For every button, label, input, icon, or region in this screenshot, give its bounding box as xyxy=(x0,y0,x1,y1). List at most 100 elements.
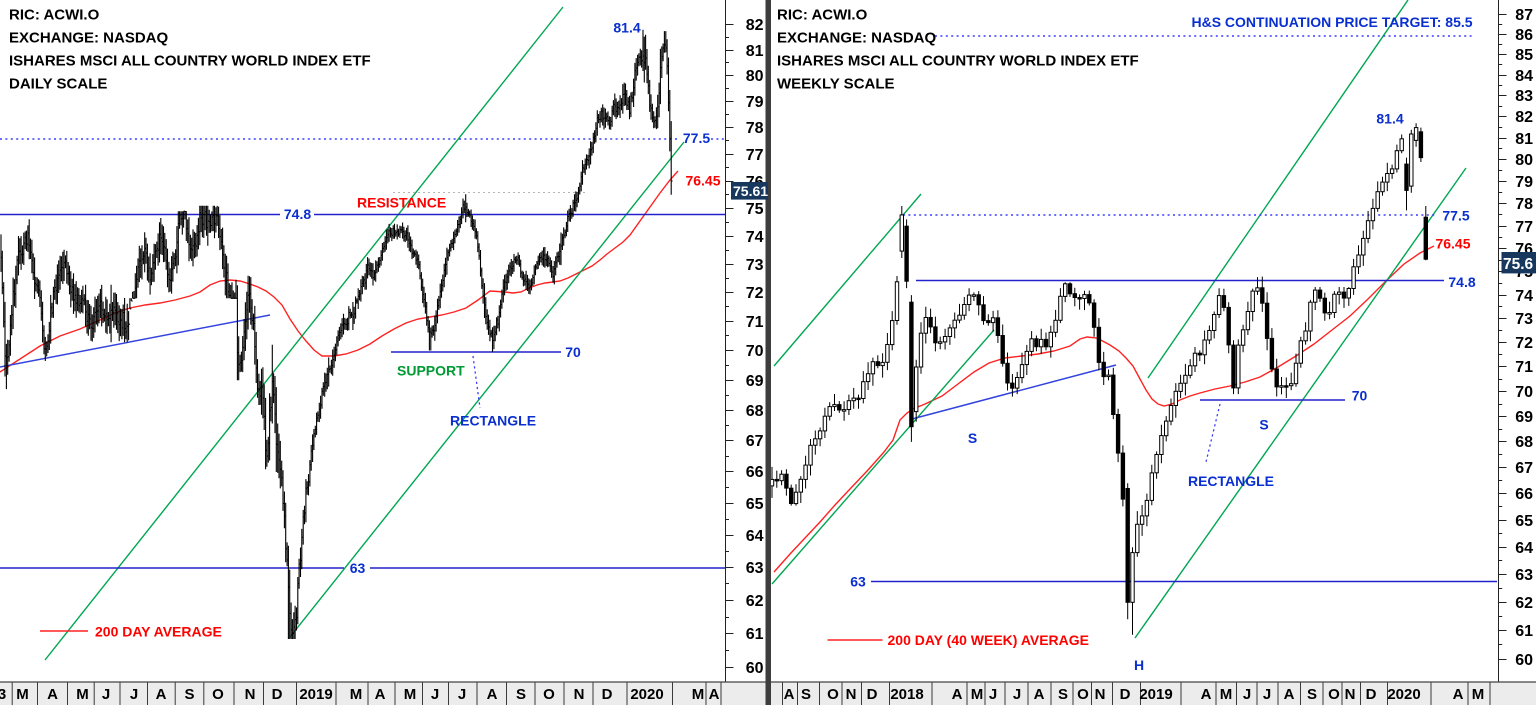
svg-text:80: 80 xyxy=(746,68,764,85)
svg-text:200 DAY (40 WEEK) AVERAGE: 200 DAY (40 WEEK) AVERAGE xyxy=(888,632,1090,648)
svg-text:61: 61 xyxy=(746,626,764,643)
svg-text:S: S xyxy=(1307,686,1317,703)
svg-text:S: S xyxy=(1259,417,1268,433)
svg-text:M: M xyxy=(76,686,89,703)
svg-text:74.8: 74.8 xyxy=(1448,274,1475,290)
svg-text:76.45: 76.45 xyxy=(1435,236,1470,252)
svg-text:79: 79 xyxy=(746,94,764,111)
svg-text:73: 73 xyxy=(746,257,764,274)
svg-text:A: A xyxy=(1453,686,1464,703)
svg-text:68: 68 xyxy=(1515,434,1533,451)
svg-text:S: S xyxy=(968,430,977,446)
svg-text:O: O xyxy=(212,686,224,703)
svg-text:66: 66 xyxy=(1515,486,1533,503)
svg-text:79: 79 xyxy=(1515,174,1533,191)
svg-text:S: S xyxy=(516,686,526,703)
svg-text:68: 68 xyxy=(746,403,764,420)
svg-text:82: 82 xyxy=(1515,109,1533,126)
svg-text:2020: 2020 xyxy=(1387,686,1420,703)
svg-text:D: D xyxy=(867,686,878,703)
svg-text:J: J xyxy=(130,686,138,703)
svg-text:O: O xyxy=(543,686,555,703)
svg-text:75: 75 xyxy=(746,201,764,218)
svg-text:O: O xyxy=(1077,686,1089,703)
svg-text:ISHARES MSCI ALL COUNTRY WORLD: ISHARES MSCI ALL COUNTRY WORLD INDEX ETF xyxy=(777,52,1139,69)
svg-text:N: N xyxy=(1345,686,1356,703)
svg-text:81: 81 xyxy=(1515,131,1533,148)
svg-text:J: J xyxy=(1243,686,1251,703)
svg-text:84: 84 xyxy=(1515,68,1533,85)
svg-text:RECTANGLE: RECTANGLE xyxy=(1188,473,1274,489)
svg-text:60: 60 xyxy=(1515,652,1533,669)
svg-text:70: 70 xyxy=(1352,388,1368,404)
svg-text:62: 62 xyxy=(1515,595,1533,612)
svg-text:A: A xyxy=(784,686,795,703)
svg-text:RIC: ACWI.O: RIC: ACWI.O xyxy=(9,6,100,23)
svg-text:77.5: 77.5 xyxy=(683,130,710,146)
svg-text:77.5: 77.5 xyxy=(1442,208,1469,224)
svg-text:A: A xyxy=(1201,686,1212,703)
svg-text:SUPPORT: SUPPORT xyxy=(397,363,465,379)
svg-text:2019: 2019 xyxy=(1139,686,1172,703)
svg-text:J: J xyxy=(1013,686,1021,703)
svg-text:70: 70 xyxy=(746,343,764,360)
svg-text:D: D xyxy=(1120,686,1131,703)
svg-text:62: 62 xyxy=(746,593,764,610)
svg-text:A: A xyxy=(47,686,58,703)
svg-text:69: 69 xyxy=(1515,409,1533,426)
svg-text:N: N xyxy=(846,686,857,703)
svg-text:71: 71 xyxy=(1515,359,1533,376)
svg-text:74.8: 74.8 xyxy=(284,206,311,222)
svg-text:M: M xyxy=(692,686,705,703)
svg-text:M: M xyxy=(350,686,363,703)
svg-text:O: O xyxy=(1328,686,1340,703)
svg-text:70: 70 xyxy=(1515,384,1533,401)
svg-text:D: D xyxy=(1366,686,1377,703)
svg-text:H: H xyxy=(1134,657,1144,673)
svg-text:80: 80 xyxy=(1515,152,1533,169)
svg-text:70: 70 xyxy=(565,344,581,360)
svg-text:A: A xyxy=(1284,686,1295,703)
svg-text:D: D xyxy=(602,686,613,703)
svg-text:63: 63 xyxy=(1515,567,1533,584)
svg-text:63: 63 xyxy=(850,574,866,590)
svg-text:A: A xyxy=(952,686,963,703)
svg-text:67: 67 xyxy=(1515,460,1533,477)
svg-text:71: 71 xyxy=(746,314,764,331)
svg-text:2018: 2018 xyxy=(890,686,923,703)
svg-text:A: A xyxy=(1034,686,1045,703)
svg-text:81: 81 xyxy=(746,43,764,60)
svg-text:200 DAY AVERAGE: 200 DAY AVERAGE xyxy=(95,624,222,640)
svg-text:EXCHANGE: NASDAQ: EXCHANGE: NASDAQ xyxy=(777,29,937,46)
svg-text:S: S xyxy=(801,686,811,703)
svg-text:73: 73 xyxy=(1515,311,1533,328)
svg-text:S: S xyxy=(1058,686,1068,703)
svg-text:WEEKLY SCALE: WEEKLY SCALE xyxy=(777,75,895,92)
svg-text:81.4: 81.4 xyxy=(1376,111,1403,127)
svg-text:A: A xyxy=(375,686,386,703)
svg-text:J: J xyxy=(1263,686,1271,703)
svg-text:RECTANGLE: RECTANGLE xyxy=(450,413,536,429)
svg-text:63: 63 xyxy=(746,560,764,577)
svg-text:S: S xyxy=(184,686,194,703)
svg-text:85: 85 xyxy=(1515,47,1533,64)
svg-text:82: 82 xyxy=(746,17,764,34)
svg-text:2020: 2020 xyxy=(630,686,663,703)
svg-text:3: 3 xyxy=(0,686,6,703)
svg-text:O: O xyxy=(827,686,839,703)
svg-text:J: J xyxy=(431,686,439,703)
svg-text:72: 72 xyxy=(1515,335,1533,352)
svg-text:65: 65 xyxy=(1515,513,1533,530)
svg-text:83: 83 xyxy=(1515,88,1533,105)
svg-text:DAILY SCALE: DAILY SCALE xyxy=(9,75,107,92)
svg-text:D: D xyxy=(272,686,283,703)
svg-text:60: 60 xyxy=(746,660,764,677)
svg-text:H&S CONTINUATION PRICE TARGET:: H&S CONTINUATION PRICE TARGET: 85.5 xyxy=(1191,14,1472,30)
svg-text:M: M xyxy=(16,686,29,703)
svg-text:77: 77 xyxy=(746,147,764,164)
svg-text:75.61: 75.61 xyxy=(733,183,768,199)
svg-text:66: 66 xyxy=(746,464,764,481)
svg-text:N: N xyxy=(245,686,256,703)
svg-text:2019: 2019 xyxy=(299,686,332,703)
svg-text:77: 77 xyxy=(1515,219,1533,236)
